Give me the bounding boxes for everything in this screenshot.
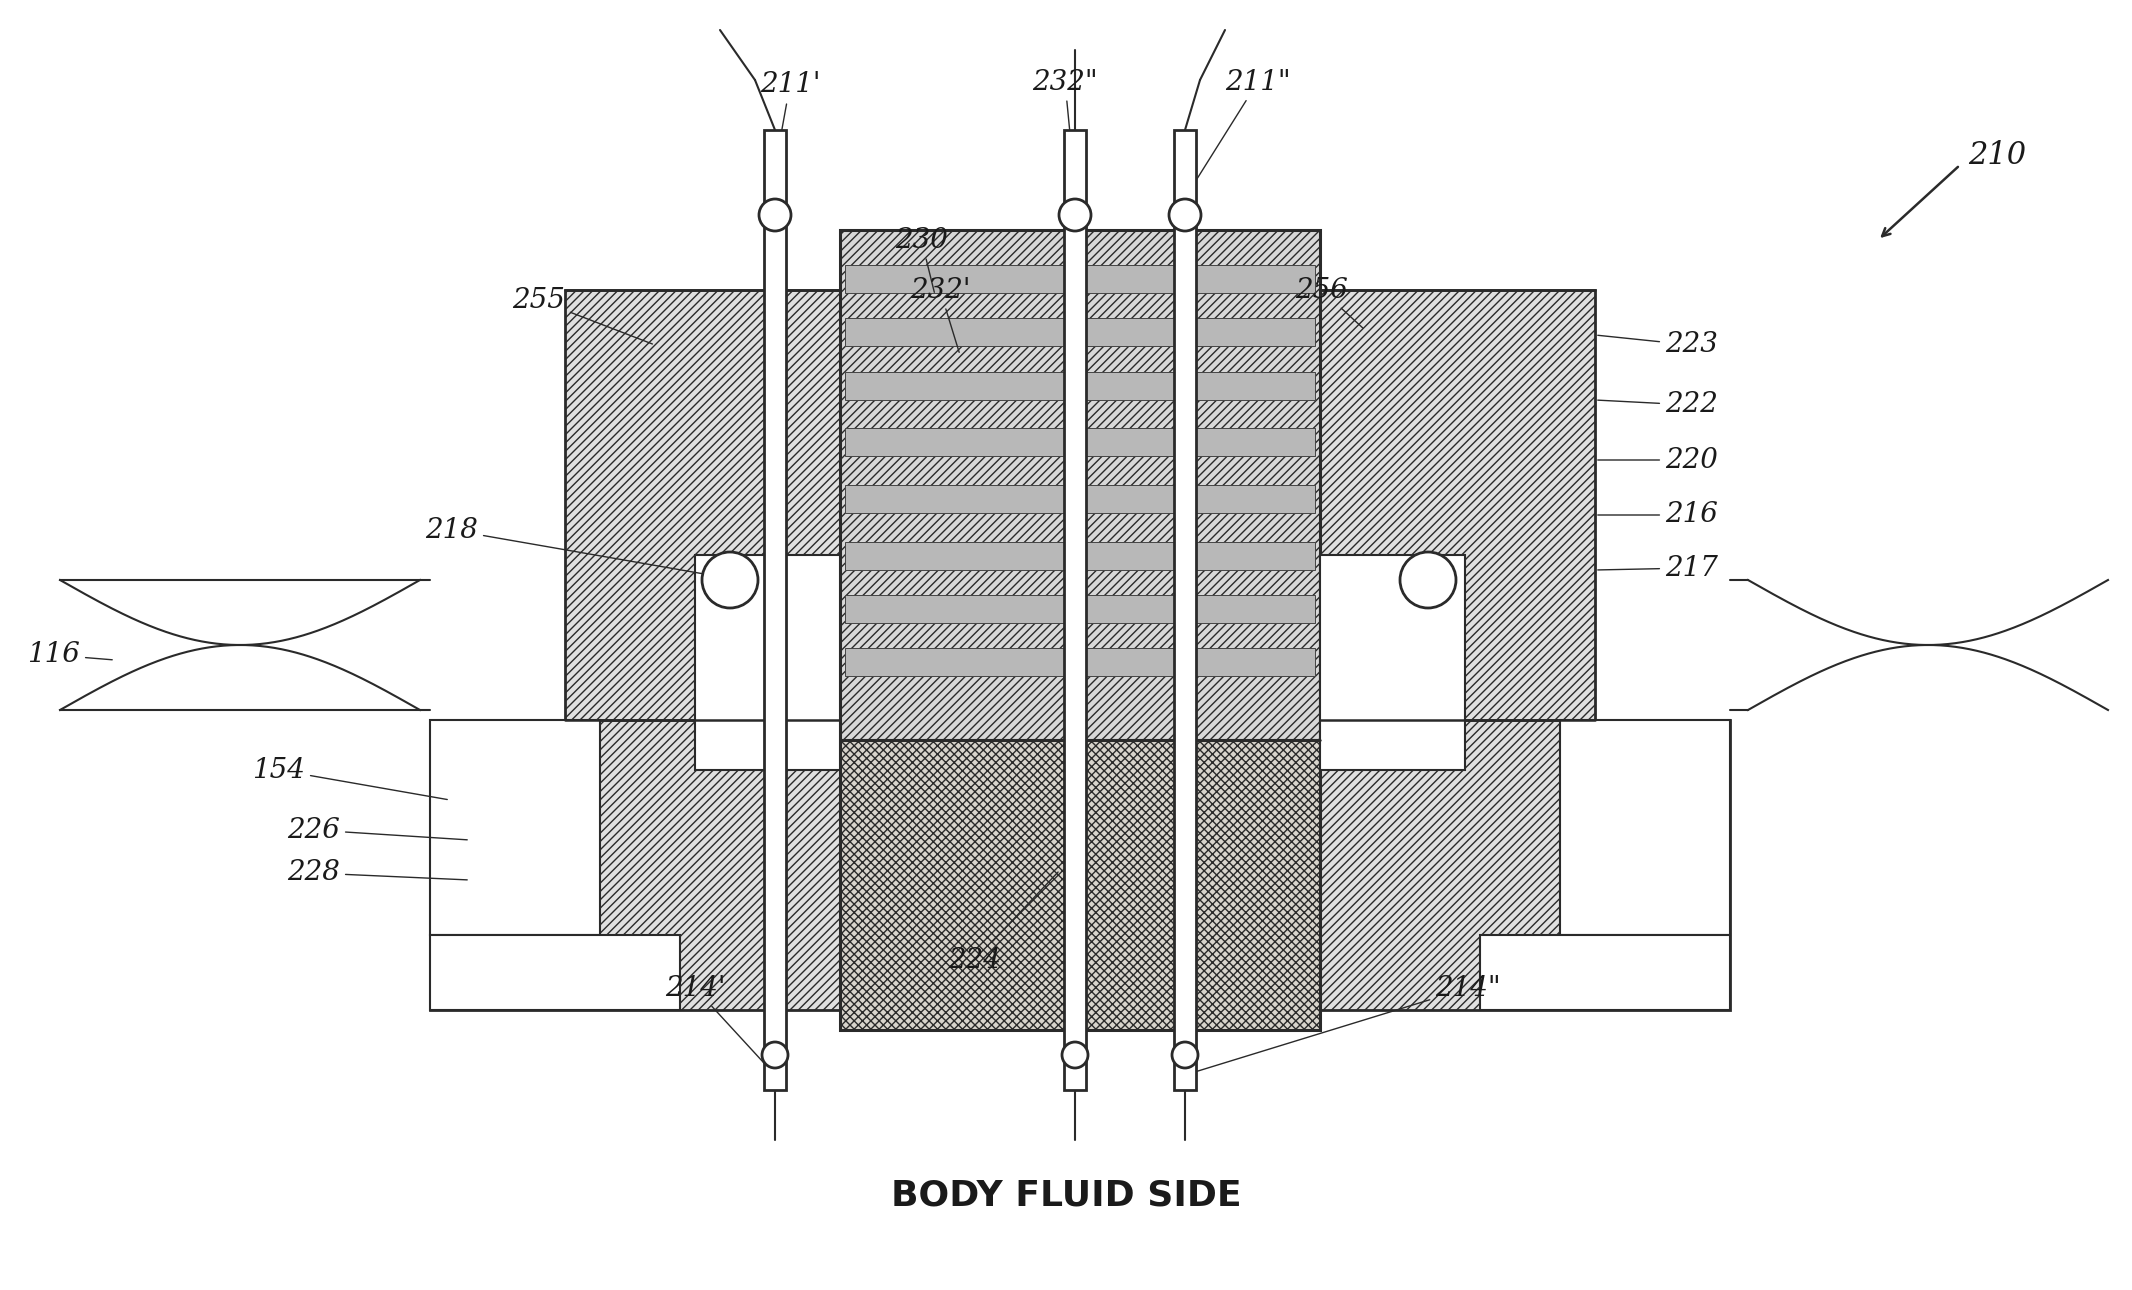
Circle shape <box>1173 1042 1198 1068</box>
Circle shape <box>1168 199 1200 231</box>
Circle shape <box>1060 199 1092 231</box>
Bar <box>431 935 680 1010</box>
Bar <box>840 740 1320 1029</box>
Bar <box>844 595 1315 623</box>
Bar <box>565 290 840 770</box>
Text: 232": 232" <box>1032 68 1098 182</box>
Text: 256: 256 <box>1294 276 1362 328</box>
Circle shape <box>1401 552 1456 608</box>
Text: 154: 154 <box>252 756 448 800</box>
Text: BODY FLUID SIDE: BODY FLUID SIDE <box>891 1178 1241 1213</box>
Bar <box>695 555 840 770</box>
Text: 224: 224 <box>949 872 1057 974</box>
Bar <box>763 130 787 1090</box>
Text: 216: 216 <box>1597 502 1718 529</box>
Circle shape <box>759 199 791 231</box>
Bar <box>844 372 1315 400</box>
Bar <box>1320 290 1595 770</box>
Bar <box>431 720 599 935</box>
Bar <box>1175 130 1196 1090</box>
Bar <box>844 542 1315 570</box>
Text: 230: 230 <box>895 227 949 293</box>
Bar <box>1320 555 1465 770</box>
Text: 222: 222 <box>1597 391 1718 418</box>
Circle shape <box>761 1042 789 1068</box>
Text: 255: 255 <box>512 286 652 344</box>
Text: 220: 220 <box>1597 446 1718 473</box>
Bar <box>1064 130 1085 1090</box>
Bar <box>844 264 1315 293</box>
Text: 210: 210 <box>1968 139 2025 170</box>
Bar <box>844 428 1315 455</box>
Text: 116: 116 <box>28 641 113 668</box>
Bar <box>844 319 1315 346</box>
Bar <box>840 230 1320 740</box>
Circle shape <box>1062 1042 1087 1068</box>
Bar <box>844 648 1315 676</box>
Text: 211': 211' <box>759 71 821 192</box>
Text: 214': 214' <box>665 974 774 1073</box>
Text: 211": 211" <box>1192 68 1290 187</box>
Text: 218: 218 <box>424 516 708 574</box>
Text: 228: 228 <box>288 859 467 886</box>
Bar <box>1320 720 1729 1010</box>
Bar <box>431 720 840 1010</box>
Text: 217: 217 <box>1597 555 1718 582</box>
Text: 232': 232' <box>910 276 970 352</box>
Circle shape <box>701 552 759 608</box>
Bar <box>1480 935 1729 1010</box>
Text: 214": 214" <box>1188 974 1501 1075</box>
Bar <box>1561 720 1729 935</box>
Text: 223: 223 <box>1597 332 1718 359</box>
Text: 226: 226 <box>288 817 467 844</box>
Bar <box>844 485 1315 513</box>
